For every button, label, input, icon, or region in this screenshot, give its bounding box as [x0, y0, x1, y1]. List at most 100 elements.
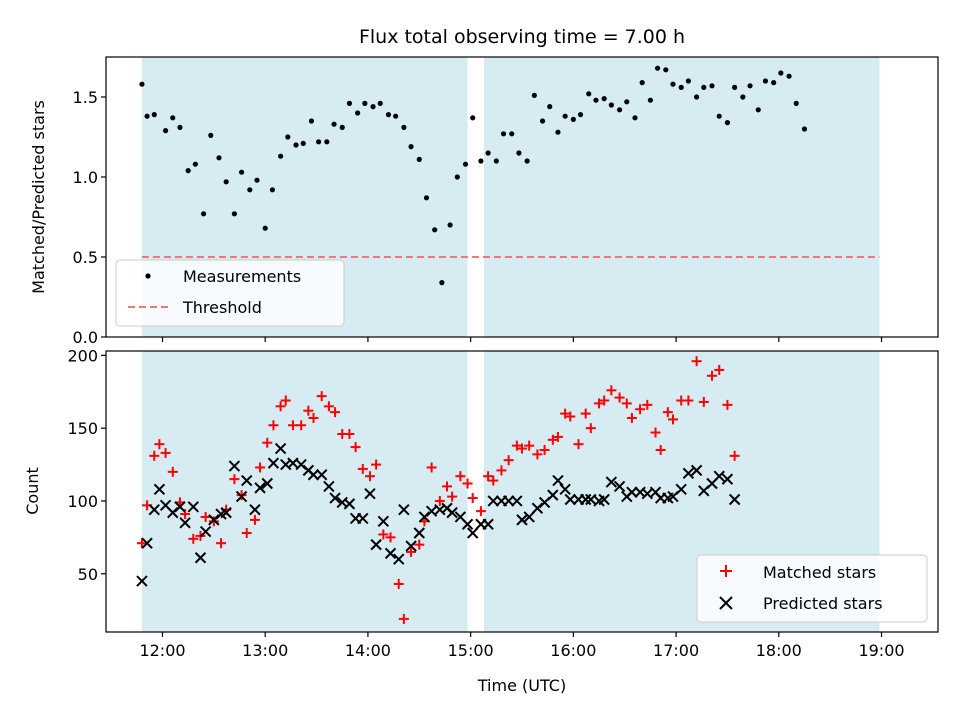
x-stroke [613, 480, 626, 493]
matched-stars-point [517, 443, 527, 454]
measurements-point [608, 102, 614, 108]
matched-stars-point [344, 428, 355, 439]
x-stroke [384, 547, 397, 560]
predicted-stars-point [605, 476, 618, 488]
matched-stars-point [560, 408, 571, 419]
matched-stars-point [350, 442, 361, 453]
matched-stars-point [255, 462, 266, 473]
x-stroke [649, 486, 662, 498]
matched-stars-point [580, 408, 591, 419]
measurements-point [216, 155, 222, 161]
matched-stars-point [188, 533, 199, 544]
y-axis-label: Matched/Predicted stars [29, 100, 48, 294]
predicted-stars-point [174, 501, 186, 513]
measurements-point [654, 65, 661, 71]
x-stroke [343, 498, 356, 510]
x-stroke [136, 575, 148, 587]
x-stroke [434, 503, 446, 516]
matched-stars-point [154, 439, 165, 450]
measurements-point [632, 115, 638, 121]
matched-stars-point [532, 449, 543, 460]
matched-stars-point [698, 396, 709, 407]
x-stroke [713, 470, 725, 482]
measurements-point [324, 139, 330, 145]
measurements-point [547, 104, 553, 110]
predicted-stars-point [329, 492, 341, 504]
measurements-point [401, 124, 407, 130]
measurements-point [439, 280, 445, 286]
matched-stars-point [467, 493, 478, 504]
matched-stars-point [308, 412, 319, 423]
matched-stars-point [357, 463, 368, 474]
legend-label-threshold: Threshold [182, 298, 262, 317]
x-axis-label: Time (UTC) [477, 676, 566, 695]
measurements-point [524, 158, 530, 164]
predicted-stars-point [228, 460, 241, 472]
measurements-point [454, 174, 460, 180]
x-stroke [357, 512, 369, 525]
legend-label-measurements: Measurements [183, 267, 301, 286]
measurements-point [493, 158, 499, 164]
measurements-point [786, 73, 792, 79]
measurements-point [185, 168, 191, 174]
predicted-stars-point [323, 480, 335, 493]
measurements-point [701, 84, 707, 90]
measurements-point [408, 144, 414, 150]
x-stroke [254, 482, 266, 494]
predicted-stars-point [136, 575, 148, 587]
predicted-stars-point [613, 480, 626, 493]
measurements-point [355, 110, 361, 116]
predicted-stars-point [315, 469, 328, 481]
measurements-point [778, 70, 784, 76]
measurements-point [755, 107, 761, 113]
x-stroke [487, 495, 499, 507]
predicted-stars-point [398, 503, 410, 516]
measurements-point [740, 94, 746, 100]
x-stroke [461, 518, 474, 530]
x-stroke [675, 483, 687, 496]
predicted-stars-point [721, 473, 734, 485]
x-stroke [307, 469, 320, 481]
x-stroke [393, 553, 405, 565]
matched-stars-point [729, 450, 740, 461]
measurements-point [639, 80, 645, 86]
x-stroke [413, 527, 425, 539]
x-tick-label: 16:00 [550, 641, 596, 660]
observing-window [483, 57, 880, 337]
x-stroke [295, 458, 307, 471]
predicted-stars-point [675, 483, 687, 496]
x-tick-label: 12:00 [139, 641, 185, 660]
matched-stars-point [426, 462, 437, 473]
predicted-stars-point [274, 442, 287, 455]
measurements-point [377, 100, 383, 106]
measurements-point [285, 134, 291, 140]
predicted-stars-point [511, 495, 523, 507]
predicted-stars-point [148, 503, 160, 516]
legend-box [696, 554, 928, 623]
observing-window [141, 351, 468, 632]
measurements-point [647, 97, 653, 103]
x-stroke [187, 501, 200, 513]
legend-marker-predicted [719, 596, 733, 610]
x-stroke [329, 492, 341, 504]
predicted-stars-point [690, 464, 703, 477]
x-stroke [552, 474, 564, 487]
predicted-stars-point [523, 511, 535, 523]
x-tick-label: 19:00 [858, 641, 904, 660]
measurements-point [709, 83, 715, 89]
y-axis-ticks: 0.0 0.5 1.0 1.5 [73, 88, 106, 347]
matched-stars-point [606, 385, 617, 396]
plot-frame [105, 350, 939, 633]
predicted-stars-point [446, 506, 458, 519]
matched-stars-point [216, 538, 227, 549]
predicted-stars-point [682, 467, 695, 480]
y-tick-label: 200 [67, 346, 98, 365]
predicted-stars-point [502, 495, 515, 507]
matched-stars-point [442, 481, 453, 492]
legend-label-matched: Matched stars [763, 563, 876, 582]
legend: Matched stars Predicted stars [696, 554, 928, 623]
matched-stars-point [707, 370, 718, 381]
x-stroke [220, 506, 232, 519]
matched-stars-point [614, 392, 625, 403]
